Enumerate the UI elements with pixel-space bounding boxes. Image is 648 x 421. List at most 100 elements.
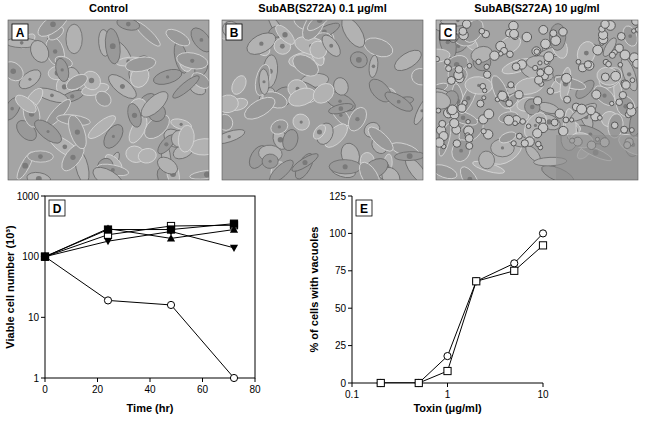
vacuole [484,71,491,78]
nucleus [50,94,54,98]
nucleus [338,99,342,103]
nucleus [355,117,359,121]
cell [290,111,313,134]
vacuole [510,29,519,38]
cell [319,32,344,60]
vacuole [455,66,463,74]
cell [305,20,335,34]
vacuole [569,118,573,122]
nucleus [228,135,231,138]
nucleus [530,105,535,110]
nucleus [164,142,168,146]
nucleus [120,84,125,89]
vacuole [534,49,540,55]
nucleus [627,72,631,76]
vacuole [592,90,601,99]
vacuole [564,96,571,103]
vacuole [484,64,489,69]
cell [337,20,369,51]
y-tick [348,345,352,346]
series-line [381,233,543,383]
cell [362,34,396,60]
cell [478,150,496,169]
cell [27,37,52,65]
nucleus [259,41,263,45]
y-tick [41,378,45,379]
cell [258,144,283,163]
vacuole [539,25,548,34]
cell [289,50,322,80]
nucleus [38,154,43,159]
cell [26,171,52,180]
x-tick-label: 10 [537,389,549,400]
nucleus [300,121,303,124]
y-tick-label: 10 [28,312,40,323]
cell [89,163,126,180]
nucleus [628,34,632,38]
vacuole [520,119,526,125]
y-tick-label: 125 [329,191,346,202]
vacuole [477,100,484,107]
vacuole [533,129,542,138]
panel-box [440,24,456,40]
marker [230,374,237,381]
vacuole [621,126,628,133]
cell [627,106,638,138]
marker [230,225,238,232]
cell [258,69,269,95]
panel-box [226,24,242,40]
cell [311,123,328,142]
cell [410,66,423,86]
vacuole [601,20,609,28]
vacuole [436,56,440,61]
cell [568,100,599,124]
vacuole [466,142,473,149]
nucleus [112,135,115,138]
cell [54,57,71,83]
cell [331,76,350,97]
vacuole [587,106,596,115]
nucleus [602,94,606,98]
nucleus [282,32,287,37]
marker [167,301,174,308]
vacuole [559,126,568,135]
panel-letter: E [360,202,368,216]
vacuole [522,32,531,41]
cell [436,162,459,180]
series-line [45,224,234,257]
x-tick [150,378,151,382]
vacuole [611,122,618,129]
vacuole [444,59,450,65]
vacuole [436,108,441,113]
micrograph [222,20,423,180]
x-tick-label: 20 [92,384,104,395]
vacuole [606,61,612,67]
shade [556,135,638,180]
y-tick [348,308,352,309]
vacuole [513,121,518,126]
vacuole [597,115,602,120]
nucleus [190,59,194,63]
micrograph-bg [436,20,638,180]
cell [85,112,118,142]
cell [125,102,144,129]
cell [368,55,379,78]
vacuole [447,76,455,84]
micrograph-bg [222,20,423,180]
panel-letter: D [53,202,62,216]
nucleus [110,43,116,49]
cell [229,73,249,96]
vacuole [484,109,494,119]
nucleus [10,107,14,111]
vacuole [550,30,557,37]
cell [65,113,90,151]
cell [347,49,370,71]
cell [222,112,235,133]
vacuole [622,81,630,89]
cell [137,87,172,121]
vacuole [541,39,551,49]
y-axis-label: % of cells with vacuoles [308,227,320,353]
vacuole [627,103,633,109]
vacuole [611,71,621,81]
marker [511,260,518,267]
